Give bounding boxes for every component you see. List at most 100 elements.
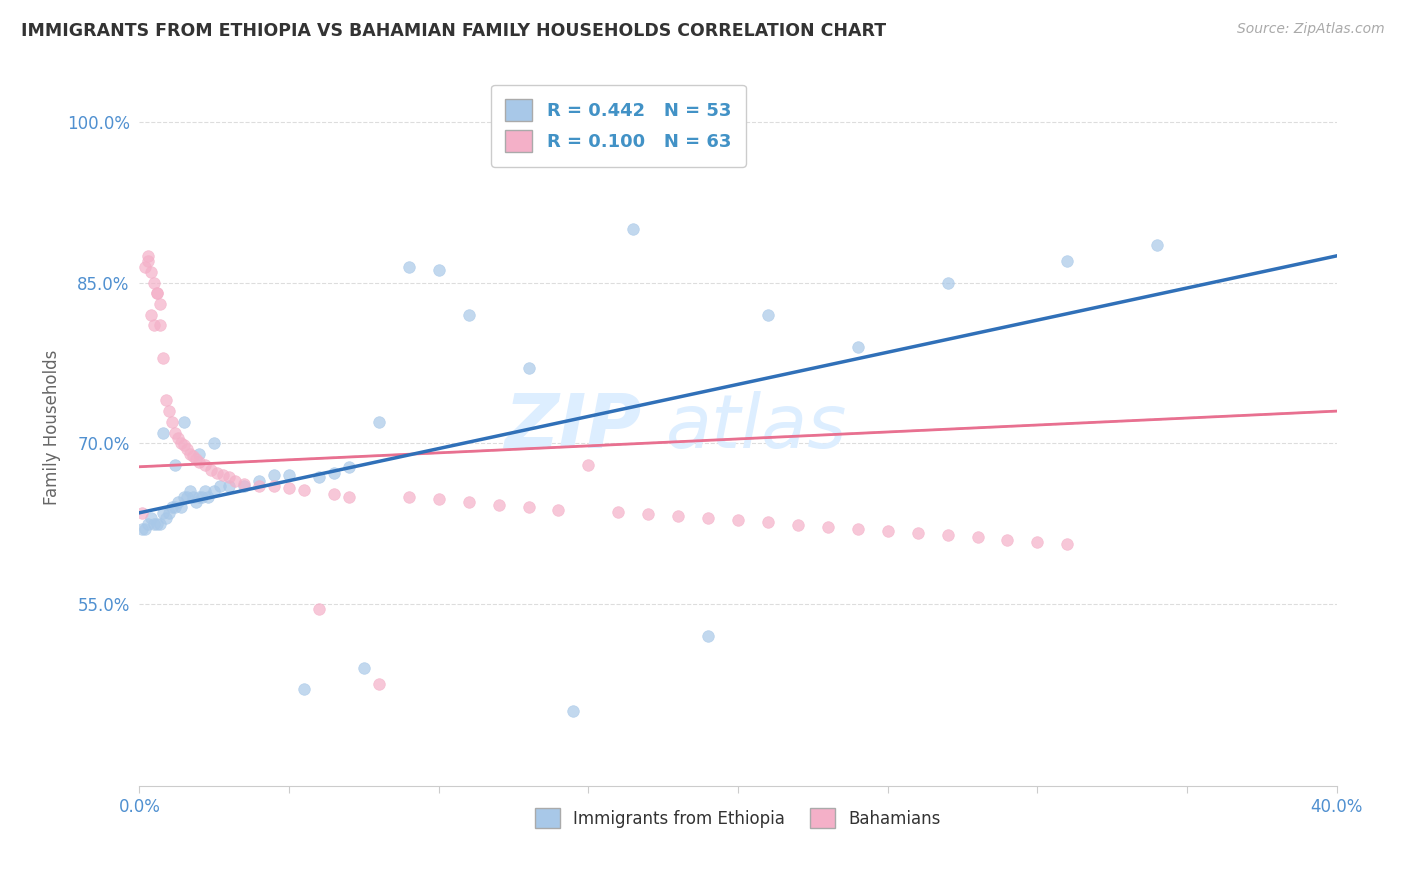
Point — [337, 490, 360, 504]
Point — [197, 490, 219, 504]
Point — [167, 431, 190, 445]
Point — [367, 677, 389, 691]
Point — [157, 404, 180, 418]
Point — [165, 500, 187, 515]
Point — [846, 340, 869, 354]
Point — [398, 490, 420, 504]
Point — [146, 286, 169, 301]
Point — [146, 516, 169, 531]
Point — [157, 506, 180, 520]
Point — [323, 486, 346, 500]
Point — [162, 500, 184, 515]
Legend: Immigrants from Ethiopia, Bahamians: Immigrants from Ethiopia, Bahamians — [529, 801, 948, 835]
Point — [194, 458, 217, 472]
Point — [607, 505, 630, 519]
Point — [666, 508, 689, 523]
Point — [1056, 254, 1078, 268]
Point — [756, 308, 779, 322]
Point — [637, 507, 659, 521]
Point — [367, 415, 389, 429]
Point — [152, 351, 174, 365]
Point — [165, 458, 187, 472]
Point — [131, 506, 153, 520]
Point — [212, 468, 235, 483]
Point — [131, 522, 153, 536]
Point — [134, 260, 156, 274]
Point — [165, 425, 187, 440]
Point — [936, 276, 959, 290]
Text: Source: ZipAtlas.com: Source: ZipAtlas.com — [1237, 22, 1385, 37]
Point — [1146, 238, 1168, 252]
Text: IMMIGRANTS FROM ETHIOPIA VS BAHAMIAN FAMILY HOUSEHOLDS CORRELATION CHART: IMMIGRANTS FROM ETHIOPIA VS BAHAMIAN FAM… — [21, 22, 886, 40]
Point — [247, 474, 270, 488]
Point — [191, 490, 214, 504]
Point — [143, 318, 166, 333]
Point — [278, 481, 301, 495]
Point — [517, 500, 540, 515]
Point — [155, 393, 177, 408]
Point — [457, 495, 479, 509]
Point — [697, 629, 720, 643]
Point — [179, 484, 201, 499]
Point — [218, 470, 240, 484]
Point — [308, 602, 330, 616]
Point — [787, 517, 810, 532]
Point — [155, 511, 177, 525]
Point — [308, 470, 330, 484]
Point — [186, 452, 208, 467]
Point — [149, 297, 172, 311]
Point — [846, 522, 869, 536]
Point — [337, 459, 360, 474]
Point — [181, 490, 204, 504]
Point — [398, 260, 420, 274]
Point — [200, 463, 222, 477]
Point — [173, 438, 195, 452]
Point — [141, 308, 163, 322]
Point — [218, 479, 240, 493]
Point — [727, 513, 749, 527]
Point — [141, 511, 163, 525]
Point — [138, 516, 160, 531]
Point — [323, 466, 346, 480]
Point — [817, 519, 839, 533]
Point — [149, 318, 172, 333]
Point — [138, 254, 160, 268]
Point — [427, 262, 450, 277]
Point — [263, 479, 285, 493]
Point — [576, 458, 599, 472]
Point — [547, 502, 569, 516]
Point — [170, 436, 193, 450]
Point — [162, 415, 184, 429]
Point — [176, 442, 198, 456]
Point — [202, 484, 225, 499]
Point — [292, 682, 315, 697]
Point — [194, 484, 217, 499]
Point — [224, 474, 246, 488]
Point — [876, 524, 898, 538]
Point — [517, 361, 540, 376]
Point — [562, 704, 585, 718]
Point — [457, 308, 479, 322]
Point — [188, 455, 211, 469]
Point — [233, 479, 256, 493]
Point — [143, 276, 166, 290]
Point — [263, 468, 285, 483]
Point — [966, 530, 988, 544]
Point — [176, 490, 198, 504]
Point — [149, 516, 172, 531]
Point — [936, 528, 959, 542]
Point — [141, 265, 163, 279]
Point — [278, 468, 301, 483]
Point — [173, 415, 195, 429]
Point — [146, 286, 169, 301]
Point — [756, 516, 779, 530]
Point — [997, 533, 1019, 547]
Point — [188, 447, 211, 461]
Text: ZIP: ZIP — [505, 391, 643, 464]
Point — [209, 479, 232, 493]
Point — [186, 495, 208, 509]
Point — [181, 449, 204, 463]
Point — [1056, 537, 1078, 551]
Point — [292, 483, 315, 498]
Text: atlas: atlas — [666, 392, 848, 463]
